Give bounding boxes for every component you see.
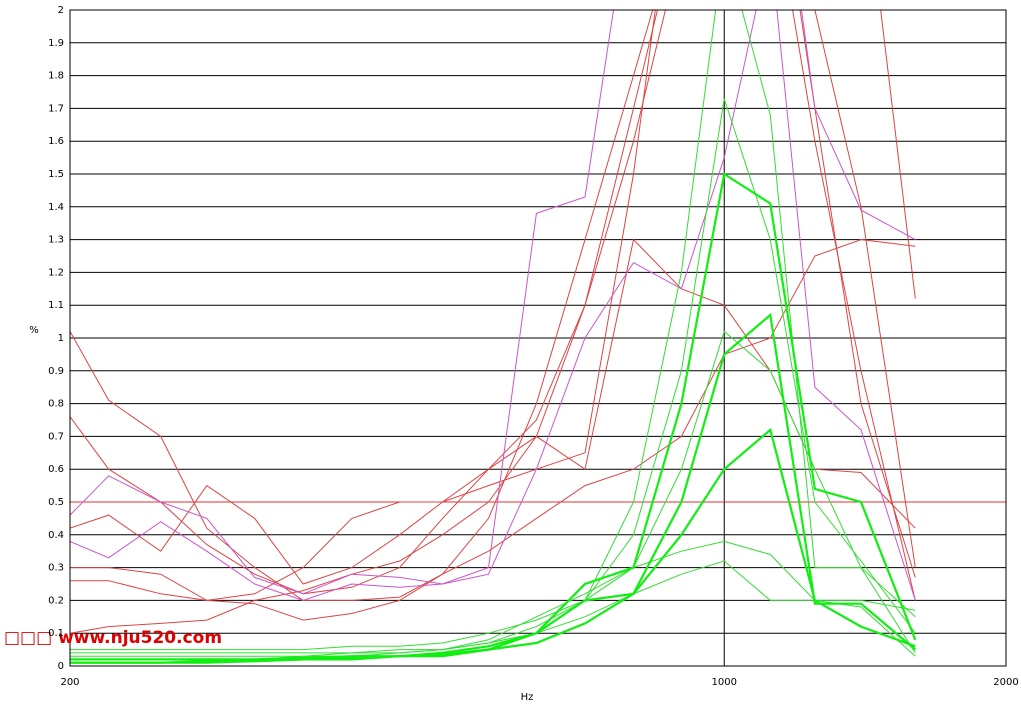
y-tick-label: 1.5 [48, 169, 64, 180]
y-tick-label: 1.7 [48, 103, 64, 114]
y-tick-label: 0 [58, 661, 64, 672]
y-tick-label: 1.6 [48, 136, 64, 147]
x-tick-label: 200 [60, 677, 79, 688]
y-tick-label: 1.9 [48, 38, 64, 49]
series-line [70, 10, 916, 601]
plot-frame [69, 9, 1007, 667]
y-tick-label: 1.8 [48, 71, 64, 82]
series-line [70, 312, 917, 661]
y-tick-label: 0.5 [48, 497, 64, 508]
y-tick-label: 0.1 [48, 628, 64, 639]
y-tick-label: 0.3 [48, 563, 64, 574]
y-tick-label: 0.6 [48, 464, 64, 475]
y-tick-label: 0.4 [48, 530, 64, 541]
x-axis-label: Hz [521, 692, 534, 703]
series-line [70, 427, 916, 664]
series-line [70, 98, 916, 651]
y-axis-label: % [29, 325, 39, 336]
watermark: □□□ www.nju520.com [4, 628, 222, 648]
series-line [70, 10, 916, 595]
y-tick-label: 1.4 [48, 202, 64, 213]
y-tick-label: 1.1 [48, 300, 64, 311]
lines [70, 10, 1006, 664]
y-tick-label: 1.3 [48, 235, 64, 246]
series-line [70, 10, 916, 601]
x-tick-label: 1000 [712, 677, 737, 688]
y-tick-label: 1 [58, 333, 64, 344]
y-tick-label: 2 [58, 5, 64, 16]
y-tick-label: 0.8 [48, 399, 64, 410]
y-tick-label: 0.7 [48, 431, 64, 442]
series-line [70, 10, 916, 634]
series-line [70, 330, 916, 654]
y-tick-label: 0.2 [48, 595, 64, 606]
series-line [70, 10, 916, 601]
x-tick-label: 2000 [993, 677, 1018, 688]
y-tick-label: 0.9 [48, 366, 64, 377]
y-tick-label: 1.2 [48, 267, 64, 278]
